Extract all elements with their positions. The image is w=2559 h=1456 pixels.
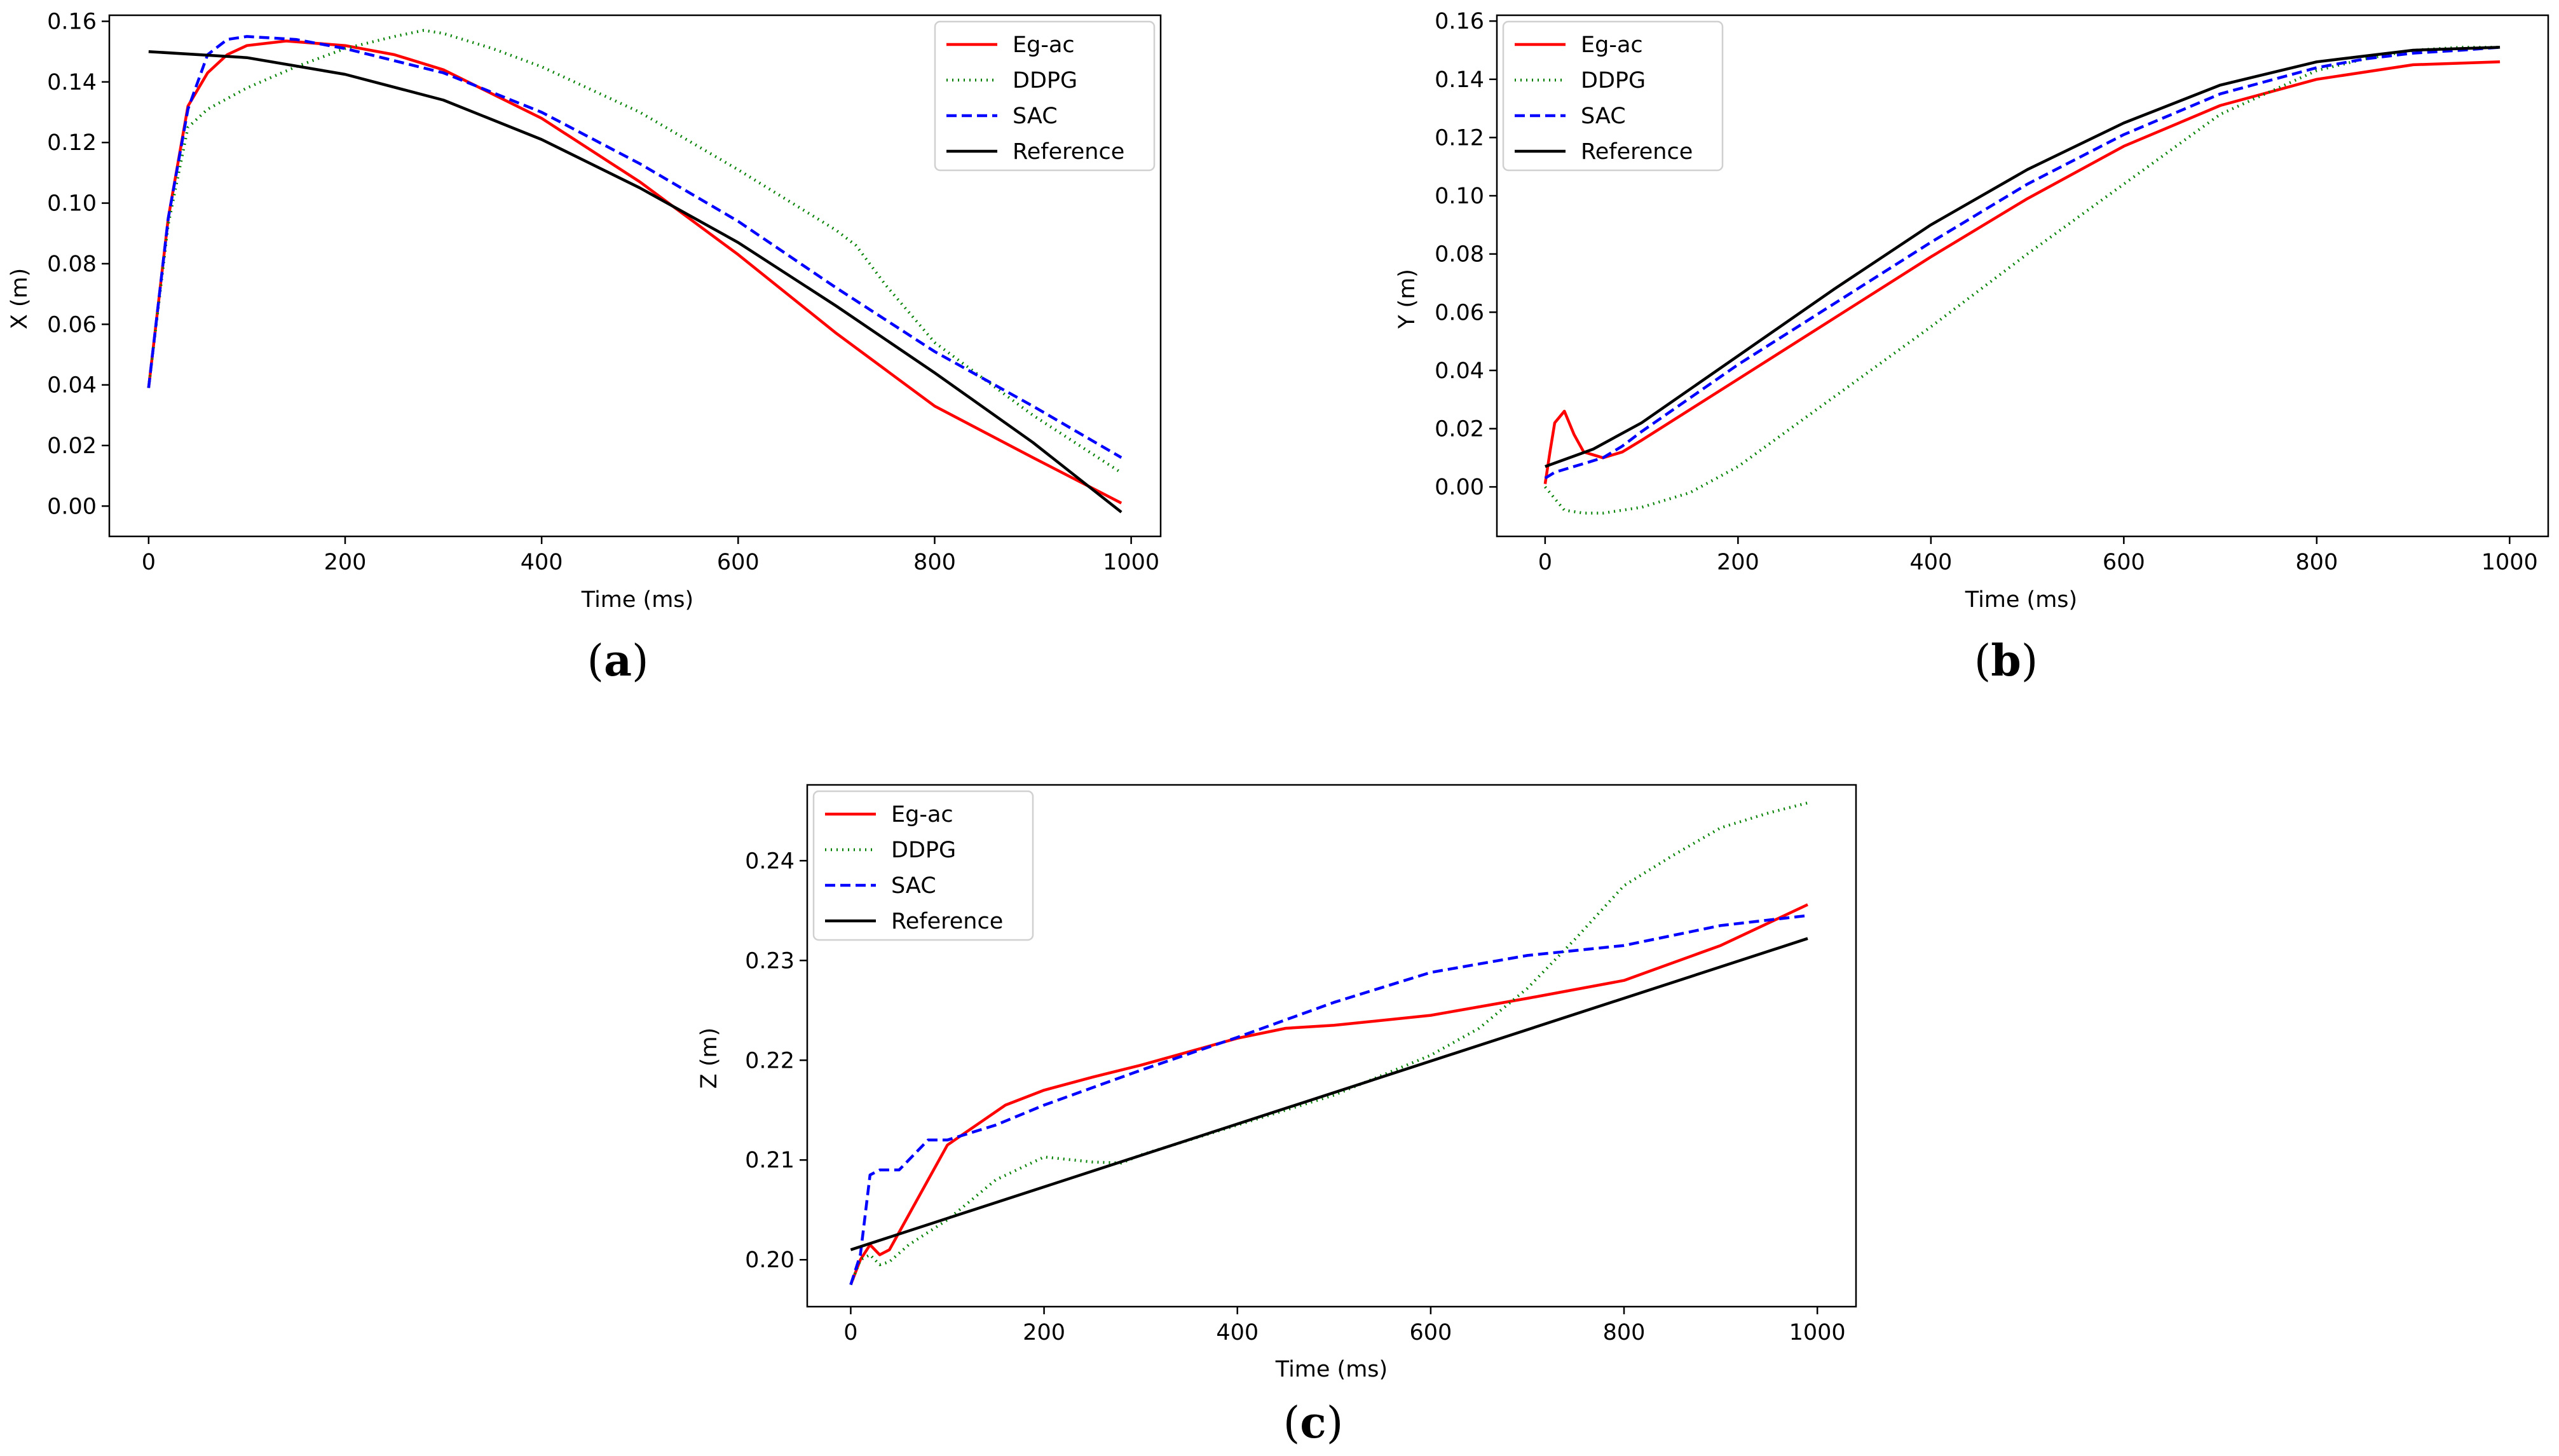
y-tick-label-b: 0.06 bbox=[1435, 300, 1484, 325]
y-tick-label-c: 0.22 bbox=[745, 1048, 795, 1073]
legend-label-sac-a: SAC bbox=[1013, 104, 1058, 129]
x-axis-label-c: Time (ms) bbox=[1275, 1357, 1388, 1382]
y-tick-label-b: 0.04 bbox=[1435, 358, 1484, 384]
x-tick-label-b: 800 bbox=[2295, 550, 2338, 575]
legend-label-sac-b: SAC bbox=[1581, 104, 1626, 129]
series-line-eg-ac-b bbox=[1543, 60, 2501, 484]
y-tick-label-c: 0.21 bbox=[745, 1148, 795, 1173]
x-tick-label-b: 400 bbox=[1909, 550, 1952, 575]
legend-label-eg-ac-b: Eg-ac bbox=[1581, 32, 1643, 58]
legend-label-reference-a: Reference bbox=[1013, 139, 1124, 165]
series-line-sac-a bbox=[147, 35, 1123, 459]
y-tick-label-b: 0.08 bbox=[1435, 242, 1484, 268]
y-tick-label-b: 0.10 bbox=[1435, 184, 1484, 209]
y-tick-label-b: 0.14 bbox=[1435, 67, 1484, 93]
y-tick-label-c: 0.23 bbox=[745, 948, 795, 974]
legend-label-ddpg-a: DDPG bbox=[1013, 68, 1077, 93]
x-tick-label-a: 200 bbox=[324, 550, 367, 575]
y-tick-label-a: 0.16 bbox=[47, 10, 97, 35]
series-line-reference-c bbox=[850, 937, 1808, 1251]
caption-a: (a) bbox=[587, 636, 648, 686]
x-tick-label-a: 400 bbox=[521, 550, 563, 575]
y-tick-label-c: 0.24 bbox=[745, 848, 795, 874]
y-tick-label-b: 0.16 bbox=[1435, 9, 1484, 34]
series-line-ddpg-a bbox=[147, 29, 1123, 474]
x-axis-label-a: Time (ms) bbox=[581, 587, 693, 613]
series-line-sac-b bbox=[1544, 46, 2501, 480]
y-tick-label-a: 0.10 bbox=[47, 191, 97, 217]
y-tick-label-b: 0.00 bbox=[1435, 475, 1484, 500]
legend-label-eg-ac-a: Eg-ac bbox=[1013, 32, 1075, 58]
legend-c: Eg-ac DDPG SAC Reference bbox=[812, 790, 1034, 941]
legend-label-eg-ac-c: Eg-ac bbox=[891, 802, 953, 827]
series-line-reference-a bbox=[148, 50, 1123, 514]
plot-frame-a bbox=[108, 14, 1162, 538]
plot-frame-c bbox=[806, 784, 1857, 1308]
legend-label-ddpg-c: DDPG bbox=[891, 838, 956, 863]
x-tick-label-c: 0 bbox=[843, 1320, 857, 1345]
plot-frame-b bbox=[1496, 14, 2549, 538]
legend-label-sac-c: SAC bbox=[891, 873, 936, 899]
series-line-ddpg-b bbox=[1544, 46, 2501, 515]
chart-panel-a: Time (ms) X (m) 0 200 400 600 800 1000 0.00 0.0… bbox=[7, 10, 1162, 613]
y-tick-label-b: 0.02 bbox=[1435, 417, 1484, 442]
x-tick-label-c: 200 bbox=[1023, 1320, 1065, 1345]
series-line-ddpg-c bbox=[849, 801, 1808, 1286]
series-line-reference-b bbox=[1545, 46, 2501, 468]
y-tick-label-a: 0.12 bbox=[47, 130, 97, 156]
y-axis-label-c: Z (m) bbox=[697, 1028, 722, 1089]
series-line-eg-ac-a bbox=[147, 39, 1123, 505]
legend-box-a bbox=[934, 20, 1156, 172]
legend-b: Eg-ac DDPG SAC Reference bbox=[1502, 20, 1724, 172]
x-tick-label-a: 600 bbox=[717, 550, 760, 575]
caption-b: (b) bbox=[1974, 636, 2038, 686]
x-tick-label-a: 1000 bbox=[1103, 550, 1159, 575]
x-tick-label-b: 600 bbox=[2103, 550, 2145, 575]
legend-label-reference-c: Reference bbox=[891, 909, 1003, 934]
legend-box-b bbox=[1502, 20, 1724, 172]
y-axis-label-b: Y (m) bbox=[1395, 269, 1420, 329]
chart-panel-b: Time (ms) Y (m) 0 200 400 600 800 1000 0.00 0.0… bbox=[1395, 9, 2549, 613]
x-tick-label-b: 0 bbox=[1538, 550, 1552, 575]
y-tick-label-c: 0.20 bbox=[745, 1248, 795, 1273]
x-tick-label-c: 800 bbox=[1603, 1320, 1646, 1345]
series-line-sac-c bbox=[849, 914, 1808, 1286]
y-tick-label-b: 0.12 bbox=[1435, 125, 1484, 151]
x-tick-label-c: 600 bbox=[1409, 1320, 1452, 1345]
y-tick-label-a: 0.04 bbox=[47, 373, 97, 398]
x-tick-label-c: 400 bbox=[1216, 1320, 1259, 1345]
y-tick-label-a: 0.06 bbox=[47, 312, 97, 337]
x-tick-label-b: 1000 bbox=[2481, 550, 2538, 575]
caption-c: (c) bbox=[1283, 1398, 1343, 1448]
x-axis-label-b: Time (ms) bbox=[1965, 587, 2077, 613]
legend-label-ddpg-b: DDPG bbox=[1581, 68, 1646, 93]
y-tick-label-a: 0.00 bbox=[47, 494, 97, 519]
legend-label-reference-b: Reference bbox=[1581, 139, 1693, 165]
series-line-eg-ac-c bbox=[849, 903, 1808, 1286]
y-tick-label-a: 0.14 bbox=[47, 70, 97, 95]
y-axis-label-a: X (m) bbox=[7, 268, 32, 330]
y-tick-label-a: 0.02 bbox=[47, 433, 97, 459]
x-tick-label-c: 1000 bbox=[1789, 1320, 1846, 1345]
y-tick-label-a: 0.08 bbox=[47, 252, 97, 277]
x-tick-label-b: 200 bbox=[1717, 550, 1759, 575]
chart-panel-c: Time (ms) Z (m) 0 200 400 600 800 1000 0.20 0.2… bbox=[697, 784, 1857, 1382]
x-tick-label-a: 0 bbox=[142, 550, 156, 575]
legend-box-c bbox=[812, 790, 1034, 941]
legend-a: Eg-ac DDPG SAC Reference bbox=[934, 20, 1156, 172]
x-tick-label-a: 800 bbox=[913, 550, 956, 575]
